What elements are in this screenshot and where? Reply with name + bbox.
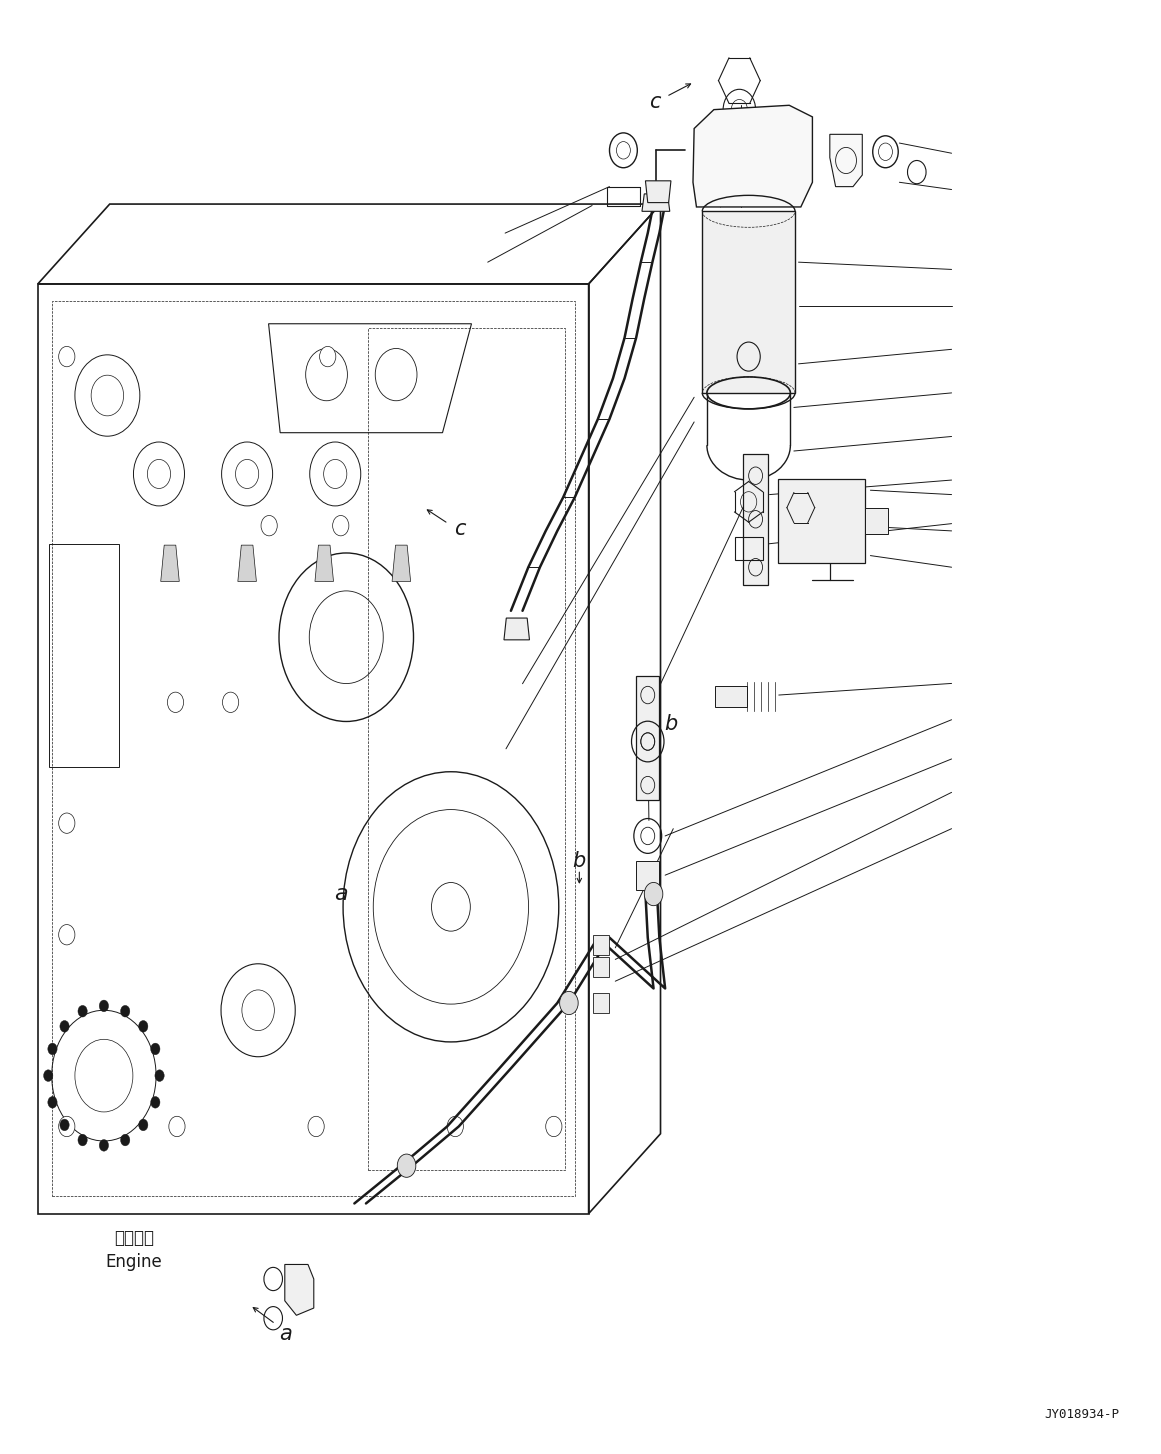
Polygon shape — [160, 545, 179, 582]
Circle shape — [59, 813, 75, 833]
Circle shape — [78, 1134, 87, 1146]
Text: c: c — [649, 93, 661, 112]
Polygon shape — [646, 180, 671, 202]
Text: b: b — [572, 851, 586, 871]
Circle shape — [308, 1117, 324, 1137]
Circle shape — [59, 1117, 75, 1137]
Polygon shape — [715, 686, 748, 707]
Polygon shape — [636, 676, 659, 800]
Bar — [593, 993, 610, 1013]
Text: a: a — [280, 1325, 293, 1343]
Circle shape — [447, 1117, 463, 1137]
Polygon shape — [392, 545, 411, 582]
Circle shape — [546, 1117, 562, 1137]
Polygon shape — [865, 507, 888, 534]
Circle shape — [121, 1005, 130, 1016]
Circle shape — [99, 1000, 108, 1012]
Circle shape — [99, 1140, 108, 1152]
Circle shape — [333, 516, 348, 537]
Circle shape — [560, 992, 578, 1015]
Circle shape — [167, 692, 183, 712]
Circle shape — [60, 1021, 70, 1032]
Circle shape — [48, 1043, 57, 1054]
Polygon shape — [636, 861, 659, 890]
Circle shape — [223, 692, 239, 712]
Circle shape — [78, 1005, 87, 1016]
Polygon shape — [238, 545, 257, 582]
Polygon shape — [315, 545, 333, 582]
Polygon shape — [504, 618, 529, 640]
Bar — [593, 957, 610, 977]
Text: JY018934-P: JY018934-P — [1045, 1409, 1119, 1422]
Text: b: b — [664, 714, 678, 734]
Bar — [593, 935, 610, 955]
Circle shape — [121, 1134, 130, 1146]
Text: a: a — [334, 884, 347, 904]
Circle shape — [151, 1096, 160, 1108]
Bar — [702, 211, 795, 393]
Polygon shape — [693, 105, 813, 206]
Circle shape — [59, 346, 75, 366]
Polygon shape — [830, 134, 863, 186]
Circle shape — [168, 1117, 185, 1137]
Polygon shape — [284, 1265, 313, 1316]
Circle shape — [60, 1120, 70, 1131]
Text: エンジン: エンジン — [114, 1229, 154, 1248]
Polygon shape — [778, 478, 865, 563]
Circle shape — [319, 346, 336, 366]
Circle shape — [138, 1021, 147, 1032]
Circle shape — [154, 1070, 164, 1082]
Circle shape — [138, 1120, 147, 1131]
Circle shape — [261, 516, 277, 537]
Polygon shape — [743, 454, 769, 585]
Polygon shape — [642, 193, 670, 211]
Circle shape — [151, 1043, 160, 1054]
Circle shape — [44, 1070, 53, 1082]
Circle shape — [397, 1154, 416, 1178]
Circle shape — [644, 883, 663, 906]
Circle shape — [48, 1096, 57, 1108]
Text: Engine: Engine — [106, 1252, 163, 1271]
Circle shape — [59, 925, 75, 945]
Bar — [735, 537, 763, 560]
Text: c: c — [454, 519, 466, 539]
